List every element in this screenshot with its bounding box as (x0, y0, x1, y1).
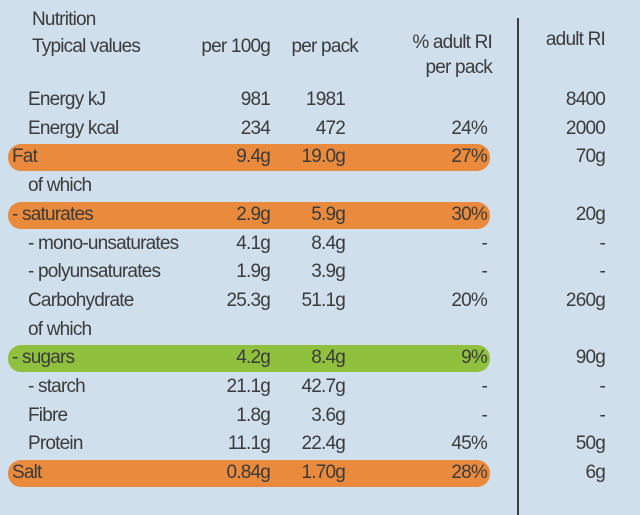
row-label: - saturates (12, 203, 94, 225)
cell: 45% (451, 433, 487, 455)
cell: 50g (575, 433, 606, 455)
cell: 90g (575, 347, 606, 369)
row-label: Salt (12, 462, 42, 484)
cell: - (481, 232, 487, 254)
cell: 28% (451, 462, 487, 484)
cell: - (481, 261, 487, 283)
cell: 11.1g (227, 433, 271, 455)
row-highlight (8, 144, 490, 172)
cell: 472 (315, 117, 346, 139)
cell: - (599, 404, 605, 426)
row-label: Fat (12, 146, 38, 168)
cell: 22.4g (301, 433, 345, 455)
divider (517, 18, 519, 515)
row-highlight (8, 201, 490, 229)
cell: 21.1g (226, 376, 270, 397)
cell: 42.7g (301, 376, 345, 397)
cell: 1981 (305, 89, 346, 110)
cell: 260g (565, 289, 606, 311)
cell: 19.0g (301, 146, 345, 168)
cell: 20g (575, 203, 606, 225)
cell: 3.6g (311, 404, 346, 426)
cell: - (599, 261, 605, 283)
row-label: Carbohydrate (28, 289, 134, 311)
cell: 8400 (565, 89, 606, 110)
cell: 981 (240, 89, 271, 110)
title: Nutrition (32, 9, 96, 30)
cell: 25.3g (226, 289, 270, 311)
row-label: - sugars (12, 347, 75, 369)
cell: 1.9g (236, 261, 271, 283)
row-highlight (8, 345, 490, 373)
cell: 1.70g (301, 462, 345, 484)
row-label: of which (28, 175, 92, 197)
cell: 4.1g (236, 232, 271, 254)
subtitle: Typical values (32, 36, 141, 57)
cell: 2000 (565, 117, 606, 139)
cell: 8.4g (311, 347, 346, 369)
cell: 3.9g (311, 261, 346, 283)
cell: 20% (451, 289, 487, 311)
cell: 9.4g (236, 146, 271, 168)
cell: 27% (451, 146, 487, 168)
cell: - (599, 232, 605, 254)
cell: 5.9g (311, 203, 346, 225)
cell: - (599, 376, 605, 397)
cell: 9% (461, 347, 488, 369)
cell: 51.1g (301, 289, 345, 311)
row-label: of which (28, 318, 92, 340)
cell: 234 (240, 117, 271, 139)
row-label: - polyunsaturates (28, 261, 161, 283)
cell: 1.8g (236, 404, 271, 426)
row-label: Protein (28, 433, 83, 455)
cell: 30% (451, 203, 487, 225)
row-label: Energy kJ (28, 89, 106, 110)
cell: 2.9g (236, 203, 271, 225)
row-label: - starch (28, 376, 86, 397)
row-label: Energy kcal (28, 117, 119, 139)
cell: - (481, 404, 487, 426)
column-header: % adult RI (412, 32, 492, 53)
row-label: Fibre (28, 404, 68, 426)
column-header: adult RI (545, 29, 606, 50)
cell: 70g (575, 146, 606, 168)
cell: - (481, 376, 487, 397)
cell: 24% (451, 117, 487, 139)
cell: 6g (585, 462, 605, 484)
cell: 0.84g (226, 462, 270, 484)
row-highlight (8, 460, 490, 488)
row-label: - mono-unsaturates (28, 232, 179, 254)
column-header: per pack (291, 36, 359, 57)
column-header: per pack (425, 57, 493, 78)
column-header: per 100g (201, 36, 270, 57)
cell: 8.4g (311, 232, 346, 254)
cell: 4.2g (236, 347, 271, 369)
